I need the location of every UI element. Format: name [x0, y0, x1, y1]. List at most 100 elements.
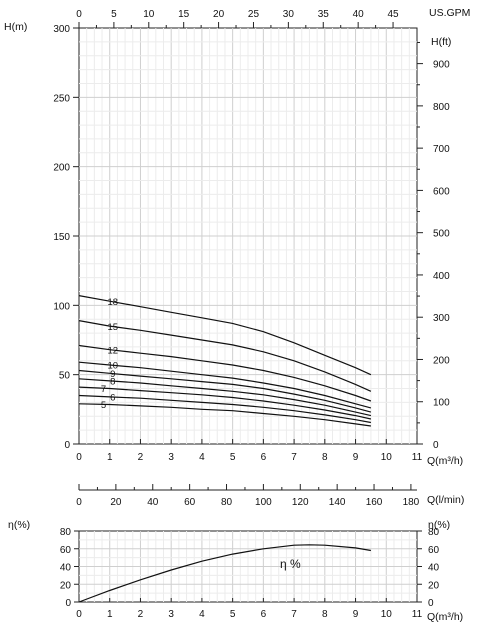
eff-x-tick-label: 5: [230, 609, 236, 620]
x-tick-label: 10: [381, 452, 393, 463]
eff-x-tick-label: 8: [322, 609, 328, 620]
top-tick-label: 10: [143, 9, 155, 20]
y-axis-title-right: H(ft): [431, 36, 451, 48]
lpm-axis-title: Q(l/min): [427, 494, 464, 506]
curve-label-8: 8: [110, 377, 115, 388]
head-curve-8: [78, 378, 372, 417]
x-axis-title: Q(m³/h): [427, 455, 463, 467]
top-tick-label: 35: [318, 9, 330, 20]
curve-label-6: 6: [110, 392, 115, 403]
curve-label-15: 15: [108, 322, 119, 333]
head-grid: [79, 28, 417, 444]
x-tick-label: 3: [168, 452, 174, 463]
eff-y2-tick-label: 60: [428, 545, 440, 556]
y2-tick-label: 0: [433, 440, 439, 451]
eff-x-axis-title: Q(m³/h): [427, 611, 463, 623]
x-tick-label: 9: [353, 452, 359, 463]
head-curve-5: [78, 403, 371, 427]
eff-y-tick-label: 0: [65, 598, 71, 609]
eff-x-tick-label: 6: [261, 609, 267, 620]
eff-x-tick-label: 2: [138, 609, 144, 620]
lpm-tick-label: 160: [366, 497, 383, 508]
x-tick-label: 1: [107, 452, 113, 463]
y-tick-label: 100: [53, 301, 70, 312]
lpm-tick-label: 180: [403, 497, 420, 508]
y2-tick-label: 300: [433, 313, 450, 324]
eff-x-tick-label: 10: [381, 609, 393, 620]
head-axes: 0 1 2 3 4 5 6 7 8 9 10 1105010015020025030001002003…: [53, 9, 450, 463]
x-tick-label: 6: [261, 452, 267, 463]
y2-tick-label: 400: [433, 271, 450, 282]
top-tick-label: 25: [248, 9, 260, 20]
x-tick-label: 0: [76, 452, 82, 463]
eff-y2-tick-label: 40: [428, 563, 440, 574]
eff-x-tick-label: 7: [291, 609, 297, 620]
curve-label-9: 9: [110, 369, 115, 380]
eff-x-tick-label: 0: [76, 609, 82, 620]
eff-axis-title-left: η(%): [8, 519, 30, 531]
eff-y2-tick-label: 80: [428, 527, 440, 538]
curve-label-10: 10: [108, 361, 119, 372]
head-curve-6: [78, 394, 372, 424]
eff-x-tick-label: 1: [107, 609, 113, 620]
top-tick-label: 0: [76, 9, 82, 20]
efficiency-curves: [78, 544, 371, 603]
head-curve-15: [78, 320, 372, 392]
lpm-tick-label: 120: [292, 497, 309, 508]
lpm-ticks: 0 20 40 60 80 100 120 140 160 180: [76, 484, 420, 508]
top-tick-label: 45: [387, 9, 399, 20]
flow-lpm-axis: 0 20 40 60 80 100 120 140 160 180 Q(l/min): [76, 484, 464, 508]
eff-y-tick-label: 80: [60, 527, 72, 538]
lpm-tick-label: 40: [147, 497, 159, 508]
eff-x-tick-label: 3: [168, 609, 174, 620]
curve-label-12: 12: [108, 346, 119, 357]
y2-tick-label: 700: [433, 144, 450, 155]
eff-y-tick-label: 40: [60, 563, 72, 574]
y-tick-label: 50: [59, 371, 71, 382]
y-tick-label: 300: [53, 24, 70, 35]
y2-tick-label: 200: [433, 355, 450, 366]
eff-y2-tick-label: 0: [428, 598, 434, 609]
y2-tick-label: 800: [433, 102, 450, 113]
top-axis-title: US.GPM: [429, 7, 470, 19]
head-curve-10: [78, 361, 372, 409]
top-tick-label: 30: [283, 9, 295, 20]
y-tick-label: 0: [64, 440, 70, 451]
top-tick-label: 20: [213, 9, 225, 20]
eff-x-tick-label: 11: [412, 609, 423, 620]
top-tick-label: 5: [111, 9, 117, 20]
lpm-tick-label: 0: [76, 497, 82, 508]
x-tick-label: 7: [291, 452, 297, 463]
lpm-tick-label: 140: [329, 497, 346, 508]
eff-y2-tick-label: 20: [428, 580, 440, 591]
curve-label-18: 18: [108, 297, 119, 308]
y-tick-label: 250: [53, 93, 70, 104]
top-tick-label: 40: [353, 9, 365, 20]
eff-y-tick-label: 60: [60, 545, 72, 556]
efficiency-curve-label: η %: [280, 557, 301, 571]
x-tick-label: 4: [199, 452, 205, 463]
head-curve-12: [78, 344, 372, 402]
y2-tick-label: 600: [433, 186, 450, 197]
eff-x-tick-label: 4: [199, 609, 205, 620]
lpm-tick-label: 20: [110, 497, 122, 508]
x-tick-label: 11: [412, 452, 423, 463]
head-curve-18: [78, 295, 372, 376]
x-tick-label: 2: [138, 452, 144, 463]
eff-x-tick-label: 9: [353, 609, 359, 620]
y2-tick-label: 100: [433, 398, 450, 409]
head-curve-7: [78, 386, 372, 420]
curve-label-5: 5: [101, 400, 106, 411]
eff-axis-title-right: η(%): [428, 519, 450, 531]
top-tick-label: 15: [178, 9, 190, 20]
lpm-tick-label: 80: [221, 497, 233, 508]
y-tick-label: 150: [53, 232, 70, 243]
x-tick-label: 8: [322, 452, 328, 463]
efficiency-curve: [78, 544, 371, 603]
y-tick-label: 200: [53, 163, 70, 174]
eff-y-tick-label: 20: [60, 580, 72, 591]
